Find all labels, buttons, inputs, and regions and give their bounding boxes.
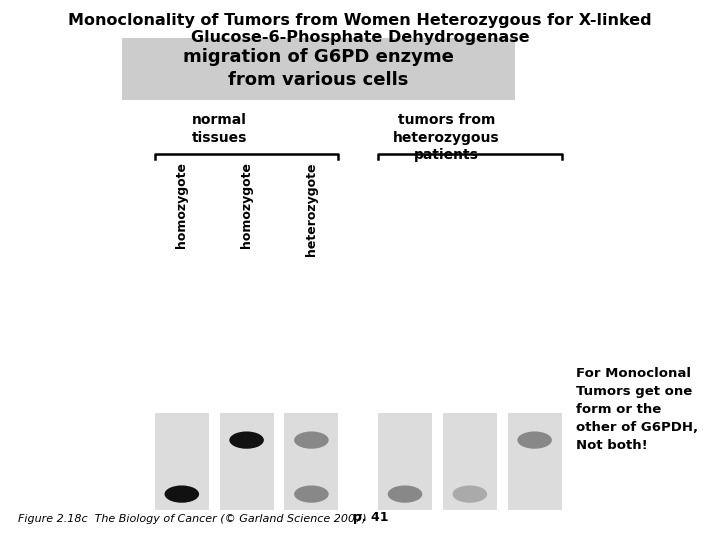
Ellipse shape (294, 485, 328, 503)
Text: heterozygote: heterozygote (305, 162, 318, 255)
Text: p. 41: p. 41 (353, 511, 388, 524)
Text: Figure 2.18c  The Biology of Cancer (© Garland Science 2007): Figure 2.18c The Biology of Cancer (© Ga… (18, 514, 374, 524)
Bar (443, 413, 497, 510)
Ellipse shape (294, 431, 328, 449)
Ellipse shape (388, 485, 422, 503)
Text: migration of G6PD enzyme
from various cells: migration of G6PD enzyme from various ce… (183, 49, 454, 89)
Bar (155, 413, 209, 510)
Text: homozygote: homozygote (240, 162, 253, 248)
Bar (508, 413, 562, 510)
Ellipse shape (229, 431, 264, 449)
Text: For Monoclonal
Tumors get one
form or the
other of G6PDH,
Not both!: For Monoclonal Tumors get one form or th… (576, 367, 698, 452)
Bar (378, 413, 432, 510)
Bar (284, 413, 338, 510)
Text: Monoclonality of Tumors from Women Heterozygous for X-linked: Monoclonality of Tumors from Women Heter… (68, 14, 652, 29)
Ellipse shape (517, 431, 552, 449)
Text: tumors from
heterozygous
patients: tumors from heterozygous patients (393, 113, 500, 162)
Bar (220, 413, 274, 510)
Text: Glucose-6-Phosphate Dehydrogenase: Glucose-6-Phosphate Dehydrogenase (191, 30, 529, 45)
Ellipse shape (452, 485, 487, 503)
Ellipse shape (165, 485, 199, 503)
Text: homozygote: homozygote (175, 162, 189, 248)
Bar (122, 38, 515, 100)
Text: normal
tissues: normal tissues (192, 113, 247, 145)
